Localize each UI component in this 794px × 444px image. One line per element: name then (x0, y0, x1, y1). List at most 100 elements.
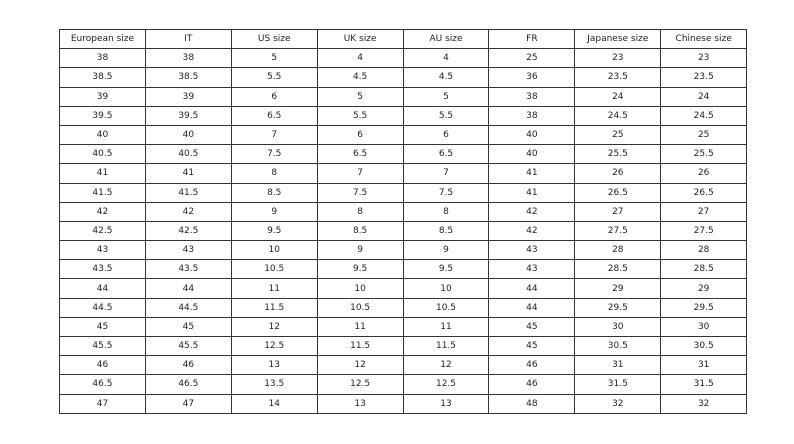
table-cell: 26 (660, 163, 748, 184)
table-cell: 24.5 (574, 105, 662, 126)
table-cell: 40 (488, 144, 576, 165)
table-cell: 8.5 (230, 182, 318, 203)
table-cell: 5.5 (230, 67, 318, 88)
table-cell: 9 (402, 240, 490, 261)
table-cell: 25.5 (574, 144, 662, 165)
table-cell: 9.5 (402, 259, 490, 280)
table-cell: 26 (574, 163, 662, 184)
table-cell: 13 (230, 355, 318, 376)
table-cell: 11.5 (230, 297, 318, 318)
table-cell: 42 (488, 220, 576, 242)
table-cell: 43 (488, 259, 576, 280)
size-conversion-table: European size IT US size UK size AU size FR Ja… (59, 28, 748, 414)
table-cell: 12.5 (316, 374, 404, 395)
table-row: 47 47 14 13 13 48 32 32 (59, 393, 748, 414)
table-cell: 46.5 (59, 374, 146, 395)
table-cell: 4.5 (402, 67, 490, 88)
table-cell: 27.5 (660, 220, 748, 242)
table-cell: 5.5 (316, 105, 404, 126)
table-cell: 41 (488, 163, 576, 184)
table-cell: 38 (144, 48, 232, 69)
table-cell: 13 (316, 393, 404, 414)
table-cell: 41 (488, 182, 576, 203)
table-cell: 13.5 (230, 374, 318, 395)
table-cell: 39.5 (59, 105, 146, 126)
table-cell: 46.5 (144, 374, 232, 395)
table-cell: 9 (230, 201, 318, 222)
table-cell: 5.5 (402, 105, 490, 126)
table-cell: 38 (488, 105, 576, 126)
table-cell: 7.5 (402, 182, 490, 203)
table-cell: 46 (488, 355, 576, 376)
table-cell: 40.5 (59, 144, 146, 165)
table-row: 42.5 42.5 9.5 8.5 8.5 42 27.5 27.5 (59, 220, 748, 242)
table-cell: 41 (59, 163, 146, 184)
table-cell: 25 (660, 124, 748, 146)
table-cell: 44.5 (144, 297, 232, 318)
table-cell: 30.5 (574, 335, 662, 357)
table-cell: 25.5 (660, 144, 748, 165)
table-row: 42 42 9 8 8 42 27 27 (59, 201, 748, 222)
column-header: Japanese size (574, 28, 662, 50)
table-cell: 11 (316, 316, 404, 338)
table-cell: 45 (144, 316, 232, 338)
table-cell: 9.5 (316, 259, 404, 280)
table-cell: 28.5 (574, 259, 662, 280)
table-cell: 46 (144, 355, 232, 376)
table-cell: 24 (574, 86, 662, 107)
table-cell: 9.5 (230, 220, 318, 242)
table-cell: 29 (660, 278, 748, 299)
table-cell: 38.5 (59, 67, 146, 88)
table-cell: 36 (488, 67, 576, 88)
table-row: 38 38 5 4 4 25 23 23 (59, 48, 748, 69)
table-cell: 10.5 (402, 297, 490, 318)
table-cell: 5 (402, 86, 490, 107)
table-cell: 8 (316, 201, 404, 222)
table-cell: 8.5 (316, 220, 404, 242)
table-cell: 46 (59, 355, 146, 376)
table-cell: 31 (574, 355, 662, 376)
table-cell: 42 (488, 201, 576, 222)
table-cell: 25 (574, 124, 662, 146)
table-cell: 11 (230, 278, 318, 299)
table-cell: 7 (316, 163, 404, 184)
table-cell: 40 (488, 124, 576, 146)
table-cell: 45 (488, 335, 576, 357)
table-cell: 43 (59, 240, 146, 261)
table-cell: 43 (144, 240, 232, 261)
table-row: 43 43 10 9 9 43 28 28 (59, 240, 748, 261)
table-row: 45.5 45.5 12.5 11.5 11.5 45 30.5 30.5 (59, 335, 748, 357)
table-cell: 47 (59, 393, 146, 414)
table-row: 38.5 38.5 5.5 4.5 4.5 36 23.5 23.5 (59, 67, 748, 88)
table-cell: 24 (660, 86, 748, 107)
table-row: 44 44 11 10 10 44 29 29 (59, 278, 748, 299)
table-cell: 38 (488, 86, 576, 107)
table-cell: 6.5 (316, 144, 404, 165)
table-cell: 5 (316, 86, 404, 107)
table-cell: 28.5 (660, 259, 748, 280)
table-cell: 27.5 (574, 220, 662, 242)
table-cell: 44 (59, 278, 146, 299)
table-cell: 11.5 (316, 335, 404, 357)
table-cell: 28 (574, 240, 662, 261)
table-cell: 11.5 (402, 335, 490, 357)
table-cell: 7.5 (316, 182, 404, 203)
table-cell: 23.5 (574, 67, 662, 88)
table-cell: 11 (402, 316, 490, 338)
table-cell: 8 (230, 163, 318, 184)
table-cell: 30 (574, 316, 662, 338)
table-cell: 39 (144, 86, 232, 107)
table-cell: 46 (488, 374, 576, 395)
table-row: 41.5 41.5 8.5 7.5 7.5 41 26.5 26.5 (59, 182, 748, 203)
table-cell: 31.5 (660, 374, 748, 395)
table-cell: 42.5 (144, 220, 232, 242)
column-header: IT (144, 28, 232, 50)
table-cell: 31 (660, 355, 748, 376)
table-cell: 6.5 (230, 105, 318, 126)
table-cell: 38 (59, 48, 146, 69)
table-cell: 41.5 (144, 182, 232, 203)
table-cell: 4 (316, 48, 404, 69)
table-cell: 27 (660, 201, 748, 222)
table-cell: 6 (402, 124, 490, 146)
table-cell: 40.5 (144, 144, 232, 165)
